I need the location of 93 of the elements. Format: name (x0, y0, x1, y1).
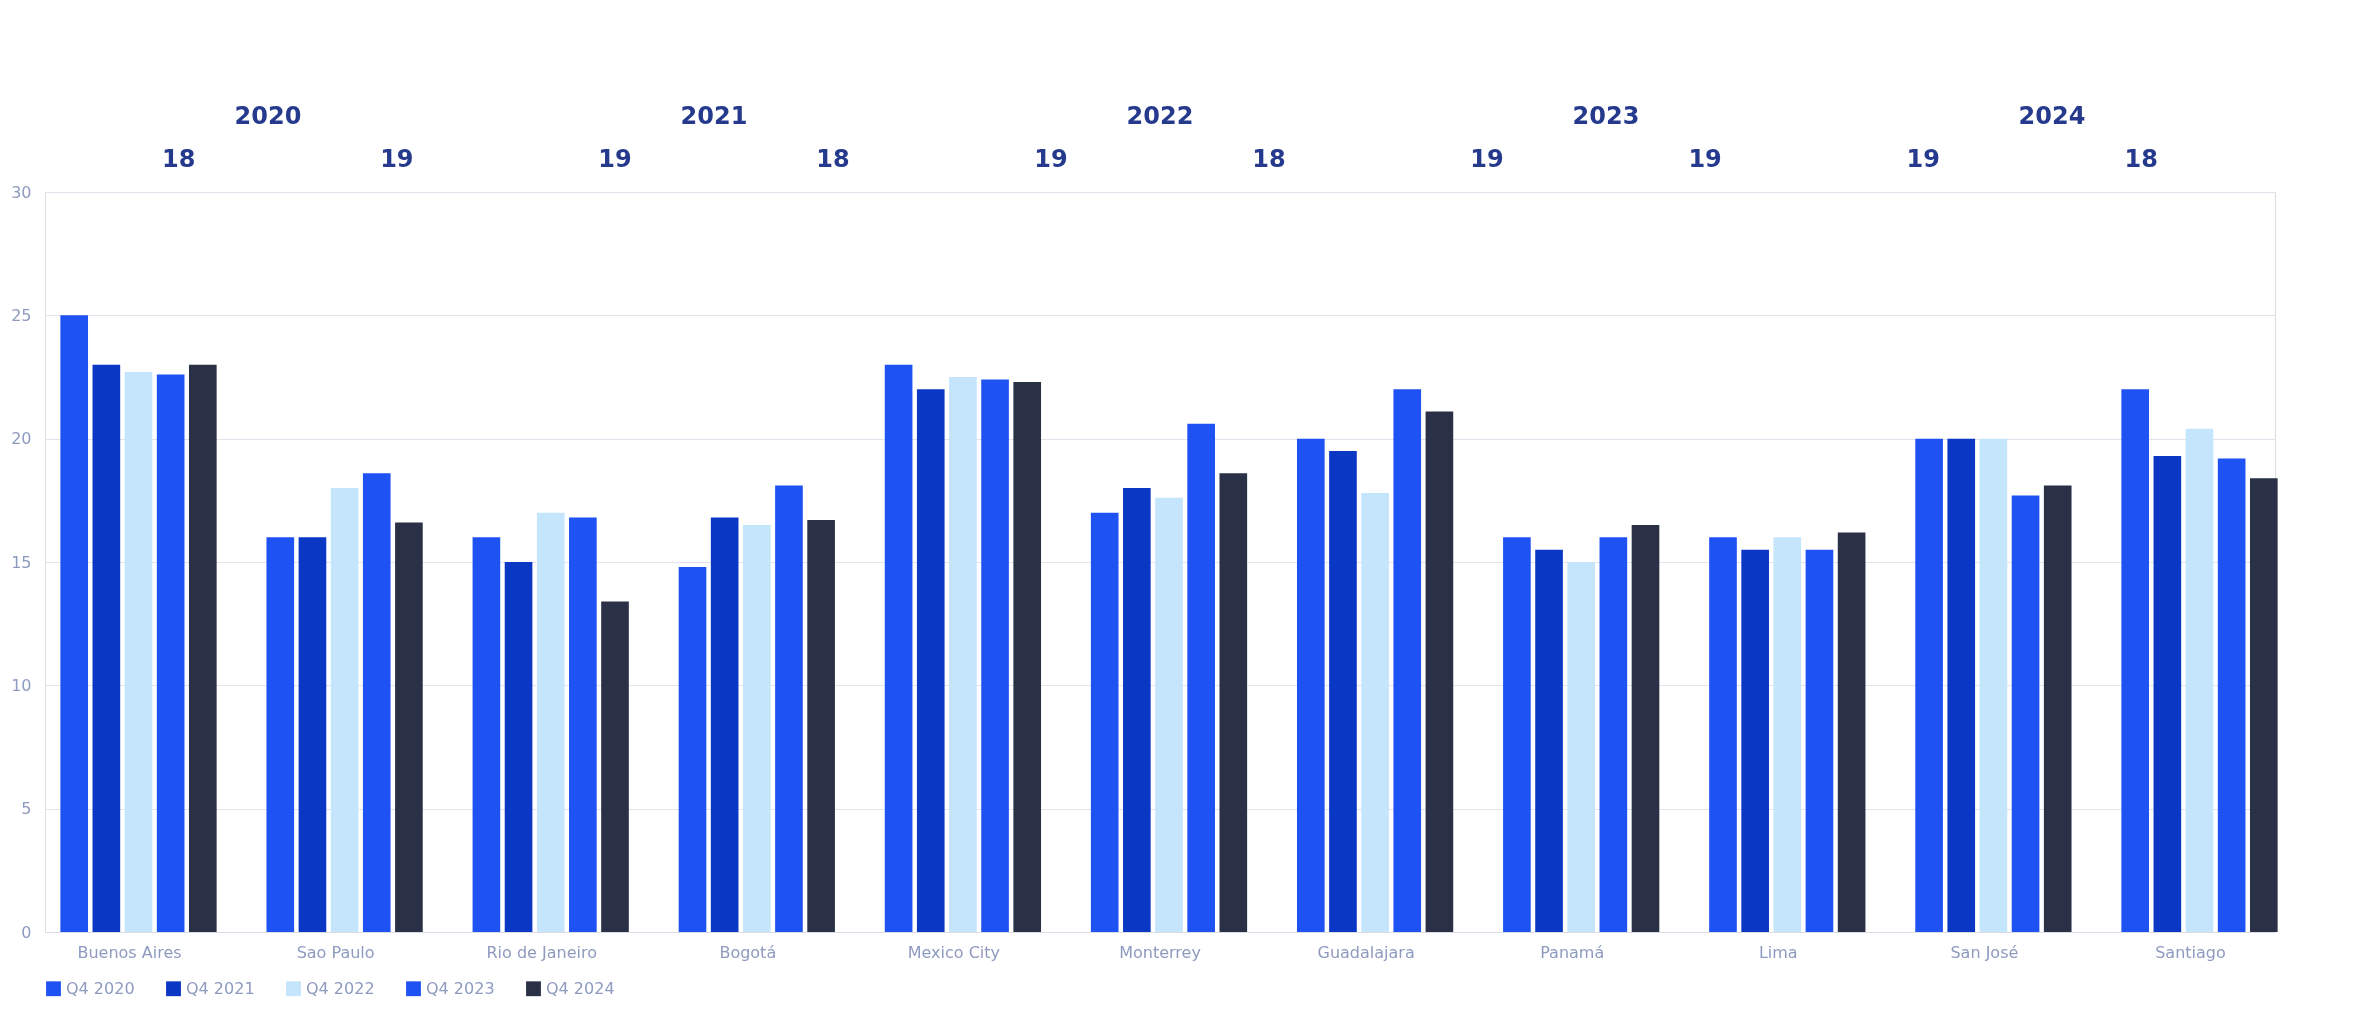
bar (1599, 537, 1628, 932)
bar (1393, 389, 1422, 932)
text: 19 (1688, 145, 1722, 173)
text: 2023 (1572, 102, 1640, 130)
x-tick-label: Panamá (1540, 942, 1605, 962)
bar (362, 473, 391, 932)
bar (188, 364, 217, 932)
bar (1090, 512, 1119, 932)
bar (1741, 549, 1769, 932)
text: 19 (1034, 145, 1068, 173)
y-tick-label: 25 (11, 305, 32, 325)
x-tick-label: Sao Paulo (296, 942, 375, 962)
bar (1155, 497, 1183, 932)
legend-label: Q4 2021 (186, 978, 255, 998)
bar (1187, 423, 1215, 932)
y-tick-label: 15 (11, 552, 32, 572)
x-tick-label: Rio de Janeiro (486, 942, 597, 962)
bar (678, 566, 707, 932)
x-tick-label: Monterrey (1119, 942, 1201, 962)
text: 2020 (234, 102, 302, 130)
bar (916, 389, 945, 932)
bar (1329, 451, 1357, 932)
bar (266, 537, 295, 932)
legend-label: Q4 2020 (66, 978, 135, 998)
bar (1915, 438, 1943, 932)
y-tick-label: 0 (21, 922, 32, 942)
text: 18 (1252, 145, 1286, 173)
bar (1631, 525, 1660, 932)
bar (1837, 532, 1866, 932)
bar (1567, 562, 1596, 932)
bar (1947, 438, 1976, 932)
bar (2249, 478, 2278, 932)
text: 18 (816, 145, 850, 173)
bar (60, 315, 89, 932)
bar (124, 372, 153, 932)
bar (1296, 438, 1325, 932)
bar (601, 601, 629, 932)
bar (1503, 537, 1531, 932)
text: 19 (598, 145, 632, 173)
y-tick-label: 5 (21, 799, 32, 819)
bar (1773, 537, 1802, 932)
bar (2153, 455, 2182, 932)
bar (536, 512, 565, 932)
x-tick-label: San José (1950, 942, 2019, 962)
bar (1425, 411, 1454, 932)
y-tick-label: 30 (11, 182, 32, 202)
bar (2185, 428, 2214, 932)
text: 18 (162, 145, 196, 173)
bar (395, 522, 423, 932)
text: 19 (1470, 145, 1504, 173)
bar (775, 485, 803, 932)
bar (330, 488, 359, 932)
x-tick-label: Lima (1758, 942, 1798, 962)
y-tick-label: 10 (11, 675, 32, 695)
bar (1709, 537, 1737, 932)
bar (1535, 549, 1563, 932)
x-tick-label: Buenos Aires (77, 942, 182, 962)
bar (2011, 495, 2040, 932)
bar (2217, 458, 2246, 932)
x-tick-label: Guadalajara (1317, 942, 1415, 962)
y-tick-label: 20 (11, 429, 32, 449)
legend-label: Q4 2024 (546, 978, 615, 998)
bar (1123, 488, 1151, 932)
bar (884, 364, 913, 932)
bar (1013, 381, 1042, 932)
bar (807, 520, 835, 932)
bar (504, 562, 533, 932)
bar (1361, 492, 1389, 932)
bar (1805, 549, 1834, 932)
bar (981, 379, 1009, 932)
bar (472, 537, 501, 932)
legend-label: Q4 2023 (426, 978, 495, 998)
x-tick-label: Santiago (2155, 942, 2226, 962)
bar (1219, 473, 1248, 932)
bar (742, 525, 771, 932)
bar (2121, 389, 2150, 932)
legend-label: Q4 2022 (306, 978, 375, 998)
bar (569, 517, 597, 932)
bar (710, 517, 739, 932)
text: 2024 (2018, 102, 2086, 130)
bar (2043, 485, 2072, 932)
bar (949, 377, 977, 932)
text: 2021 (680, 102, 748, 130)
text: 19 (380, 145, 414, 173)
bar (1979, 438, 2008, 932)
x-tick-label: Mexico City (907, 942, 1001, 962)
bar (298, 537, 327, 932)
bar (156, 374, 185, 932)
text: 19 (1906, 145, 1940, 173)
x-tick-label: Bogotá (719, 942, 777, 962)
text: 18 (2124, 145, 2158, 173)
bar (92, 364, 121, 932)
text: 2022 (1126, 102, 1194, 130)
